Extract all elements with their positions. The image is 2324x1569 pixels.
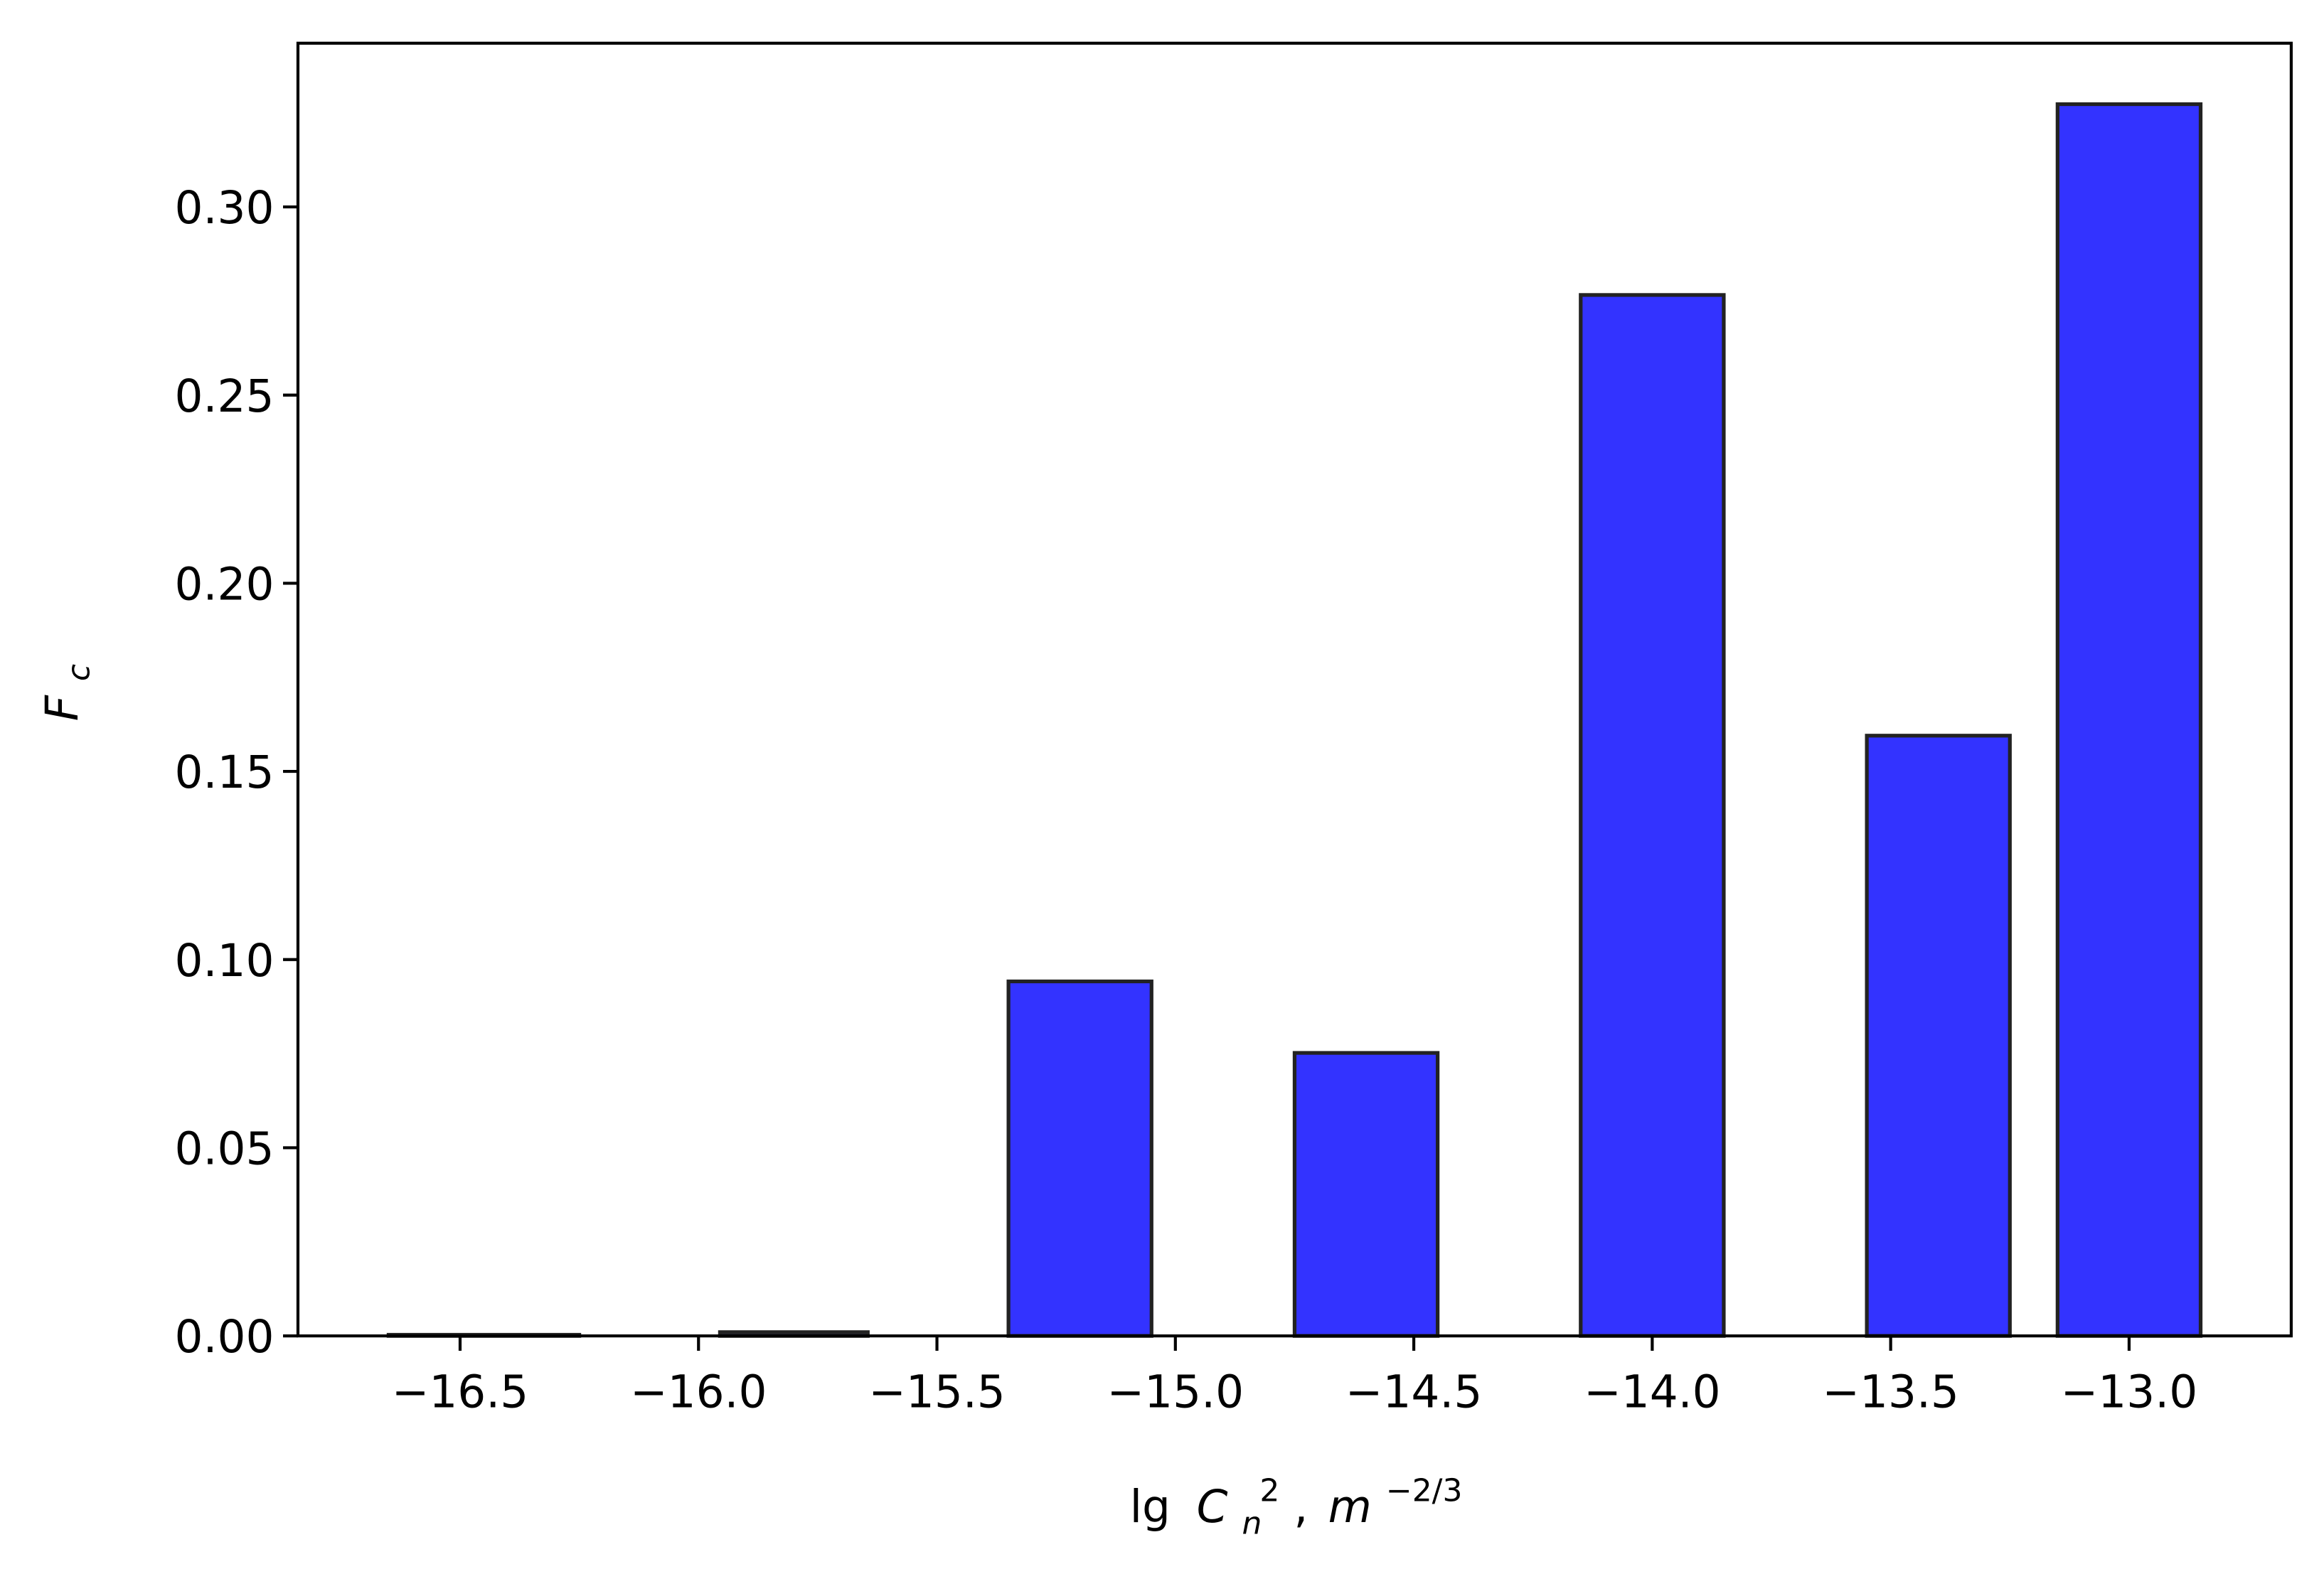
y-tick-label: 0.05 — [175, 1123, 274, 1174]
x-tick-label: −16.5 — [392, 1366, 529, 1418]
x-tick-label: −14.0 — [1584, 1366, 1721, 1418]
y-label-part: F — [36, 695, 88, 721]
x-tick-label: −15.5 — [868, 1366, 1006, 1418]
x-label-part: −2/3 — [1386, 1473, 1463, 1509]
x-tick-label: −13.0 — [2061, 1366, 2198, 1418]
y-tick-label: 0.20 — [175, 558, 274, 610]
bar — [1006, 979, 1153, 1338]
bar — [1865, 734, 2012, 1338]
bar — [1579, 293, 1726, 1338]
y-tick-label: 0.15 — [175, 746, 274, 798]
x-label-part: , — [1294, 1481, 1308, 1533]
bar — [1292, 1051, 1440, 1338]
x-label-part: 2 — [1259, 1473, 1279, 1509]
x-tick-label: −16.0 — [630, 1366, 767, 1418]
y-tick-label: 0.25 — [175, 370, 274, 422]
y-axis-label: F c — [36, 664, 97, 721]
x-label-part: n — [1242, 1506, 1262, 1542]
y-tick-label: 0.30 — [175, 182, 274, 234]
y-tick-label: 0.10 — [175, 935, 274, 987]
x-axis-label: lg C n 2 , m −2/3 — [1130, 1460, 1463, 1545]
x-label-part: m — [1328, 1481, 1372, 1533]
y-label-part: c — [61, 664, 97, 681]
x-tick-label: −13.5 — [1822, 1366, 1959, 1418]
x-tick-label: −15.0 — [1107, 1366, 1244, 1418]
bar — [2055, 102, 2203, 1338]
x-label-part: C — [1197, 1481, 1228, 1533]
x-label-part: lg — [1130, 1481, 1171, 1533]
y-tick-label: 0.00 — [175, 1311, 274, 1363]
plot-frame — [296, 41, 2293, 1338]
x-tick-label: −14.5 — [1345, 1366, 1483, 1418]
